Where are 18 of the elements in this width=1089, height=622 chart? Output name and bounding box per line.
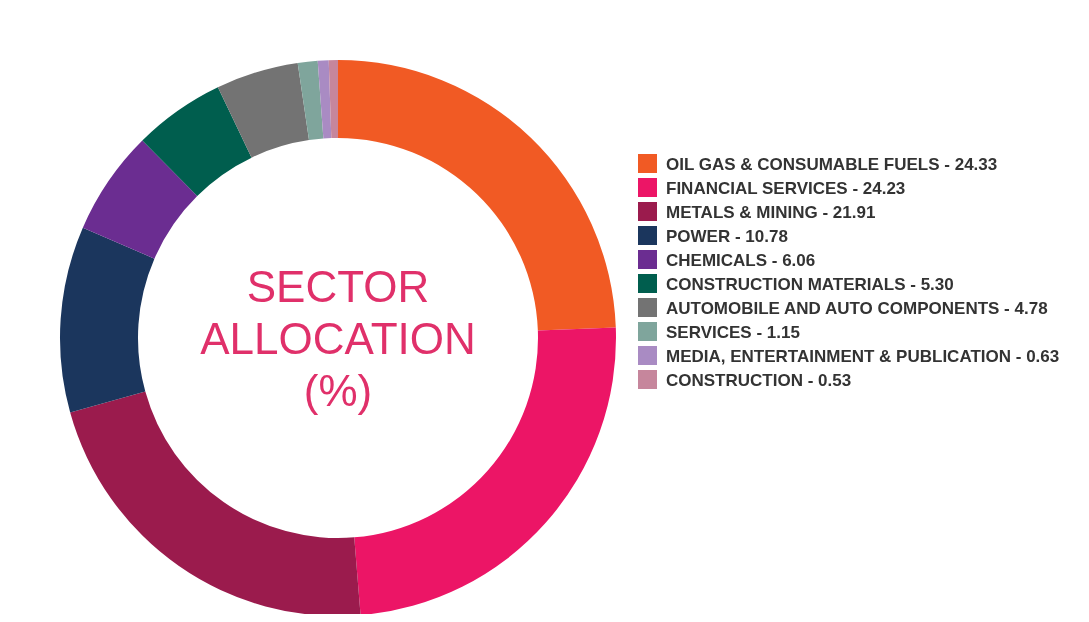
donut-slice: [328, 60, 338, 139]
donut-slice: [82, 140, 198, 259]
legend-label: METALS & MINING - 21.91: [666, 203, 876, 222]
legend-label: SERVICES - 1.15: [666, 323, 800, 342]
legend-label: AUTOMOBILE AND AUTO COMPONENTS - 4.78: [666, 299, 1048, 318]
donut-slice: [217, 62, 309, 158]
donut-slice: [297, 60, 324, 141]
legend-label: MEDIA, ENTERTAINMENT & PUBLICATION - 0.63: [666, 347, 1060, 366]
legend-label: CONSTRUCTION MATERIALS - 5.30: [666, 275, 954, 294]
legend-label: POWER - 10.78: [666, 227, 788, 246]
donut-slice: [317, 60, 332, 139]
text: SECTOR ALLOCATION (%): [200, 262, 476, 415]
legend-label: OIL GAS & CONSUMABLE FUELS - 24.33: [666, 155, 998, 174]
donut-slice: [142, 87, 252, 196]
legend-label: FINANCIAL SERVICES - 24.23: [666, 179, 906, 198]
donut-slice: [60, 227, 155, 413]
legend-label: CONSTRUCTION - 0.53: [666, 371, 852, 390]
legend-label: CHEMICALS - 6.06: [666, 251, 816, 270]
